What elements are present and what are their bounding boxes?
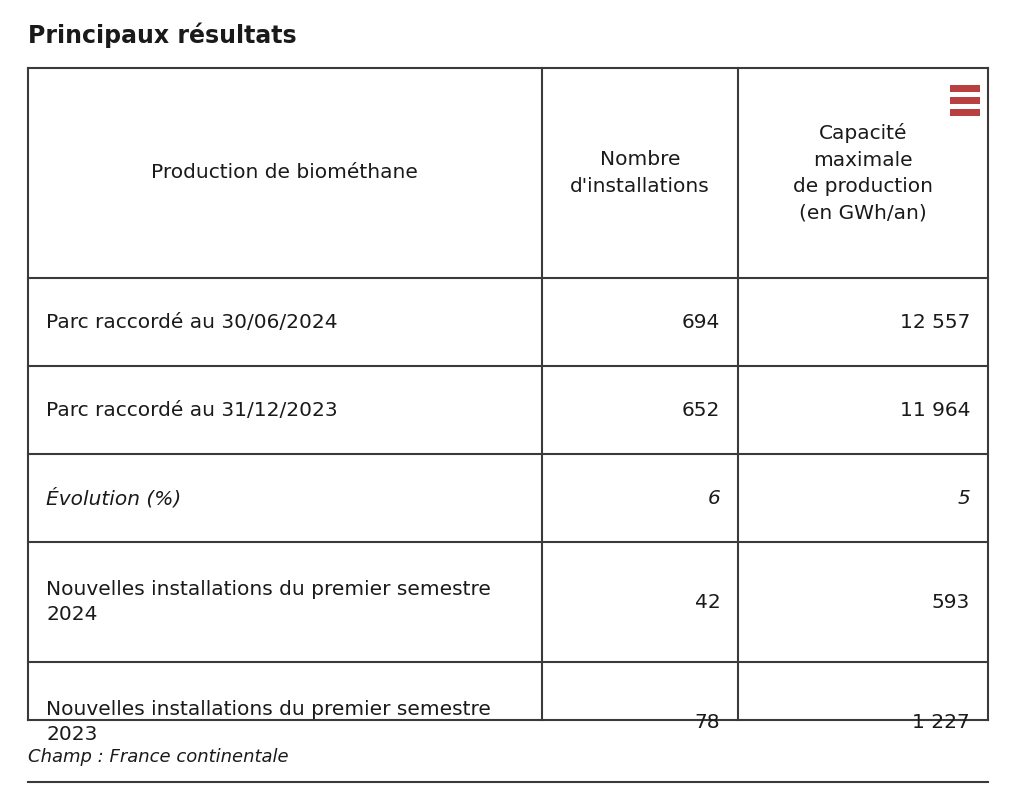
Text: 652: 652 bbox=[682, 401, 720, 419]
Text: 593: 593 bbox=[932, 592, 970, 611]
Text: Parc raccordé au 30/06/2024: Parc raccordé au 30/06/2024 bbox=[46, 313, 337, 332]
Text: 78: 78 bbox=[695, 713, 720, 732]
Text: Évolution (%): Évolution (%) bbox=[46, 487, 181, 508]
FancyBboxPatch shape bbox=[950, 85, 980, 92]
Text: Nombre
d'installations: Nombre d'installations bbox=[570, 150, 710, 196]
Text: Champ : France continentale: Champ : France continentale bbox=[28, 748, 289, 766]
Text: Capacité
maximale
de production
(en GWh/an): Capacité maximale de production (en GWh/… bbox=[793, 123, 934, 223]
Text: Principaux résultats: Principaux résultats bbox=[28, 22, 297, 47]
Text: 6: 6 bbox=[708, 488, 720, 507]
Text: Parc raccordé au 31/12/2023: Parc raccordé au 31/12/2023 bbox=[46, 401, 337, 419]
Text: 12 557: 12 557 bbox=[899, 313, 970, 332]
FancyBboxPatch shape bbox=[950, 109, 980, 116]
FancyBboxPatch shape bbox=[950, 97, 980, 104]
Text: Nouvelles installations du premier semestre
2024: Nouvelles installations du premier semes… bbox=[46, 580, 491, 624]
Text: Production de biométhane: Production de biométhane bbox=[151, 164, 419, 182]
Text: 11 964: 11 964 bbox=[899, 401, 970, 419]
Text: 694: 694 bbox=[682, 313, 720, 332]
Text: Nouvelles installations du premier semestre
2023: Nouvelles installations du premier semes… bbox=[46, 700, 491, 744]
Text: 5: 5 bbox=[957, 488, 970, 507]
Text: 1 227: 1 227 bbox=[912, 713, 970, 732]
Text: 42: 42 bbox=[695, 592, 720, 611]
